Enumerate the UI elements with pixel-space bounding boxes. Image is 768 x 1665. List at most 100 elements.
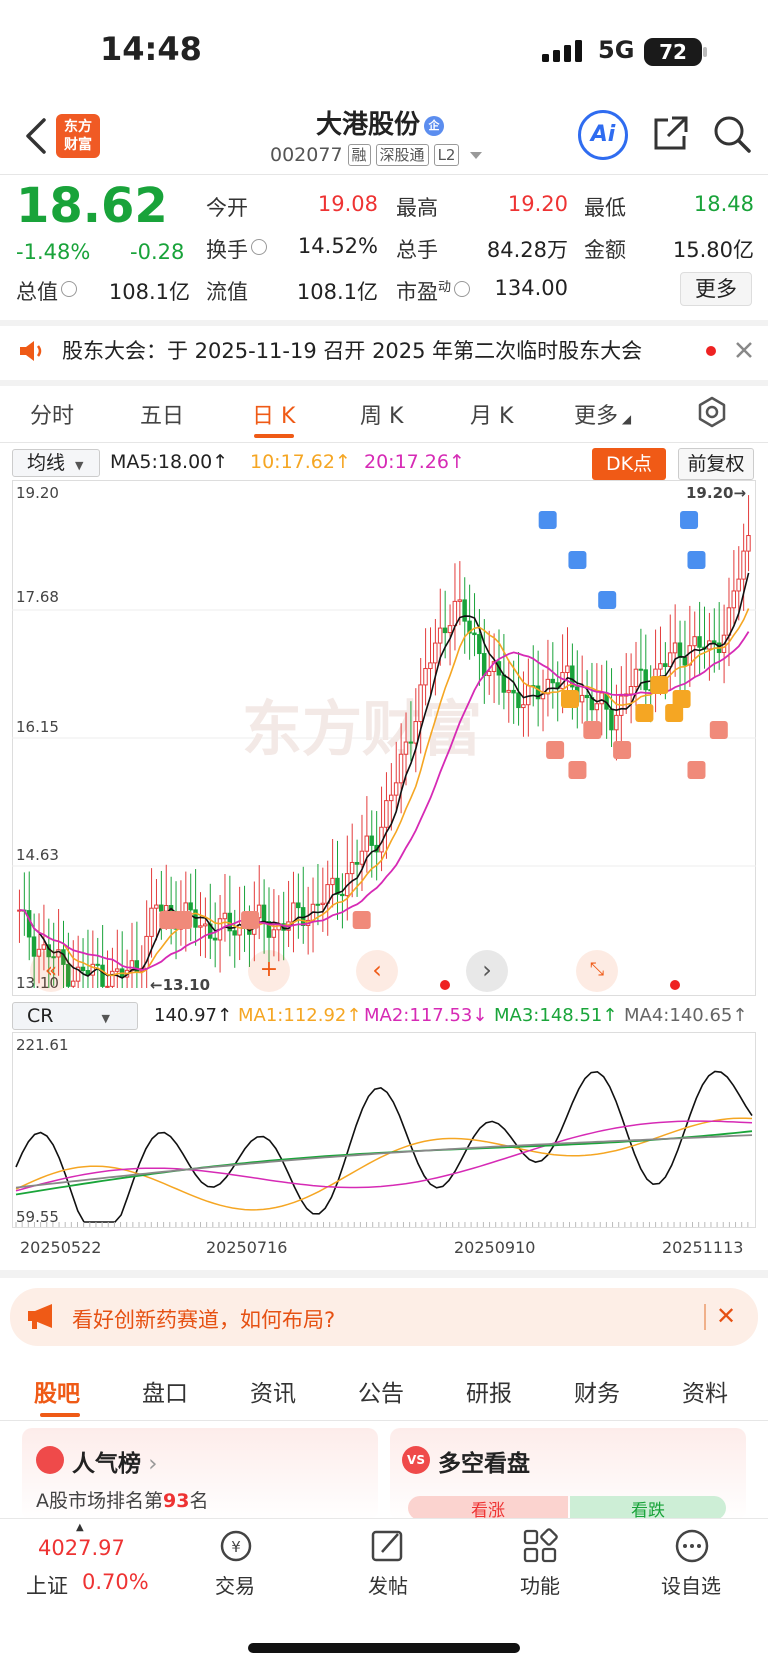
turnover-value: 14.52% bbox=[297, 234, 378, 258]
cr-select[interactable]: CR ▼ bbox=[12, 1002, 138, 1030]
tab-finance[interactable]: 财务 bbox=[574, 1381, 620, 1407]
tab-trade[interactable]: 交易 bbox=[215, 1574, 255, 1598]
signal-marker[interactable] bbox=[159, 911, 178, 929]
tab-daily-k[interactable]: 日 K bbox=[252, 404, 296, 429]
candle bbox=[149, 907, 154, 937]
candle bbox=[643, 669, 648, 691]
signal-marker[interactable] bbox=[665, 704, 684, 722]
candle bbox=[535, 685, 541, 700]
tab-guba[interactable]: 股吧 bbox=[34, 1381, 80, 1407]
watchlist-icon[interactable] bbox=[672, 1526, 712, 1566]
candle bbox=[570, 665, 575, 688]
signal-marker[interactable] bbox=[174, 911, 193, 929]
rewind-icon[interactable]: « bbox=[30, 950, 72, 992]
expand-icon[interactable]: ⤡ bbox=[576, 950, 618, 992]
shareholder-notice[interactable]: 股东大会：于 2025-11-19 召开 2025 年第二次临时股东大会 bbox=[62, 339, 643, 363]
info-icon[interactable] bbox=[61, 281, 77, 297]
candle bbox=[579, 694, 585, 703]
signal-marker[interactable] bbox=[672, 690, 691, 708]
ai-button[interactable]: Ai bbox=[578, 110, 628, 160]
candle bbox=[408, 741, 414, 744]
bull-bar[interactable]: 看涨 bbox=[408, 1496, 568, 1521]
signal-marker[interactable] bbox=[546, 741, 565, 759]
index-value[interactable]: 4027.97 bbox=[38, 1536, 125, 1560]
candle bbox=[80, 966, 86, 972]
close-icon[interactable]: ✕ bbox=[716, 1302, 737, 1330]
popularity-card[interactable] bbox=[22, 1428, 378, 1520]
tab-weekly-k[interactable]: 周 K bbox=[360, 404, 404, 429]
candle bbox=[129, 960, 135, 971]
more-button[interactable]: 更多 bbox=[680, 272, 752, 306]
chart-prev-button[interactable]: ‹ bbox=[356, 950, 398, 992]
promo-banner[interactable] bbox=[10, 1288, 758, 1346]
dk-point-button[interactable]: DK点 bbox=[592, 448, 666, 480]
tab-announcement[interactable]: 公告 bbox=[358, 1381, 404, 1407]
signal-marker[interactable] bbox=[635, 704, 654, 722]
index-pct[interactable]: 0.70% bbox=[82, 1570, 149, 1594]
signal-icon bbox=[542, 40, 582, 62]
tab-five-day[interactable]: 五日 bbox=[140, 404, 185, 429]
candle bbox=[682, 656, 688, 666]
tab-research[interactable]: 研报 bbox=[466, 1381, 512, 1407]
status-time: 14:48 bbox=[100, 30, 202, 68]
post-icon[interactable] bbox=[368, 1526, 408, 1566]
settings-icon[interactable] bbox=[696, 396, 728, 428]
back-icon[interactable] bbox=[22, 116, 52, 156]
signal-marker[interactable] bbox=[568, 761, 587, 779]
signal-marker[interactable] bbox=[561, 690, 579, 708]
cr-chart[interactable] bbox=[12, 1032, 756, 1228]
cr-ma2: MA2:117.53↓ bbox=[364, 1005, 488, 1026]
candle bbox=[232, 930, 237, 936]
candle bbox=[692, 636, 697, 647]
signal-marker[interactable] bbox=[650, 676, 669, 694]
stock-code-row[interactable]: 002077 融 深股通 L2 bbox=[270, 144, 483, 166]
signal-marker[interactable] bbox=[680, 511, 699, 529]
kline-chart[interactable]: 东方财富 bbox=[12, 480, 756, 996]
candle bbox=[428, 662, 433, 670]
info-icon[interactable] bbox=[454, 281, 471, 297]
candle bbox=[516, 692, 521, 709]
popularity-rank: A股市场排名第93名 bbox=[36, 1490, 209, 1512]
signal-marker[interactable] bbox=[687, 551, 706, 569]
info-icon[interactable] bbox=[251, 239, 267, 255]
section-divider bbox=[0, 1270, 768, 1278]
signal-marker[interactable] bbox=[687, 761, 706, 779]
bear-bar[interactable]: 看跌 bbox=[570, 1496, 726, 1521]
close-icon[interactable] bbox=[734, 340, 754, 360]
tab-monthly-k[interactable]: 月 K bbox=[470, 404, 514, 429]
signal-marker[interactable] bbox=[613, 741, 632, 759]
chart-next-button[interactable]: › bbox=[466, 950, 508, 992]
signal-marker[interactable] bbox=[568, 551, 587, 569]
tab-add-watchlist[interactable]: 设自选 bbox=[661, 1574, 721, 1598]
candle bbox=[154, 904, 159, 909]
banner-text[interactable]: 看好创新药赛道，如何布局? bbox=[72, 1308, 336, 1332]
signal-marker[interactable] bbox=[352, 911, 371, 929]
trade-icon[interactable]: ¥ bbox=[216, 1526, 256, 1566]
popularity-title: 人气榜 › bbox=[72, 1451, 158, 1477]
search-icon[interactable] bbox=[712, 114, 752, 154]
zoom-in-icon[interactable]: + bbox=[248, 950, 290, 992]
indicator-select[interactable]: 均线 ▼ bbox=[12, 449, 100, 477]
battery-tip bbox=[703, 47, 707, 57]
candle bbox=[222, 912, 228, 920]
adjust-button[interactable]: 前复权 bbox=[678, 448, 754, 480]
signal-marker[interactable] bbox=[241, 911, 260, 929]
tab-news[interactable]: 资讯 bbox=[250, 1381, 296, 1407]
signal-marker[interactable] bbox=[538, 511, 557, 529]
tab-intraday[interactable]: 分时 bbox=[30, 404, 75, 429]
share-icon[interactable] bbox=[650, 114, 690, 154]
tab-profile[interactable]: 资料 bbox=[682, 1381, 728, 1407]
candle bbox=[628, 686, 634, 695]
banner-separator bbox=[704, 1304, 706, 1330]
signal-marker[interactable] bbox=[709, 721, 728, 739]
candle bbox=[330, 877, 335, 886]
active-tab-indicator bbox=[254, 434, 294, 438]
tab-pankou[interactable]: 盘口 bbox=[142, 1381, 188, 1407]
index-name[interactable]: 上证 bbox=[26, 1574, 68, 1598]
tab-more[interactable]: 更多 ◢ bbox=[574, 404, 632, 429]
tab-function[interactable]: 功能 bbox=[520, 1574, 560, 1598]
signal-marker[interactable] bbox=[583, 721, 602, 739]
function-icon[interactable] bbox=[520, 1526, 560, 1566]
signal-marker[interactable] bbox=[598, 591, 617, 609]
tab-post[interactable]: 发帖 bbox=[368, 1574, 408, 1598]
